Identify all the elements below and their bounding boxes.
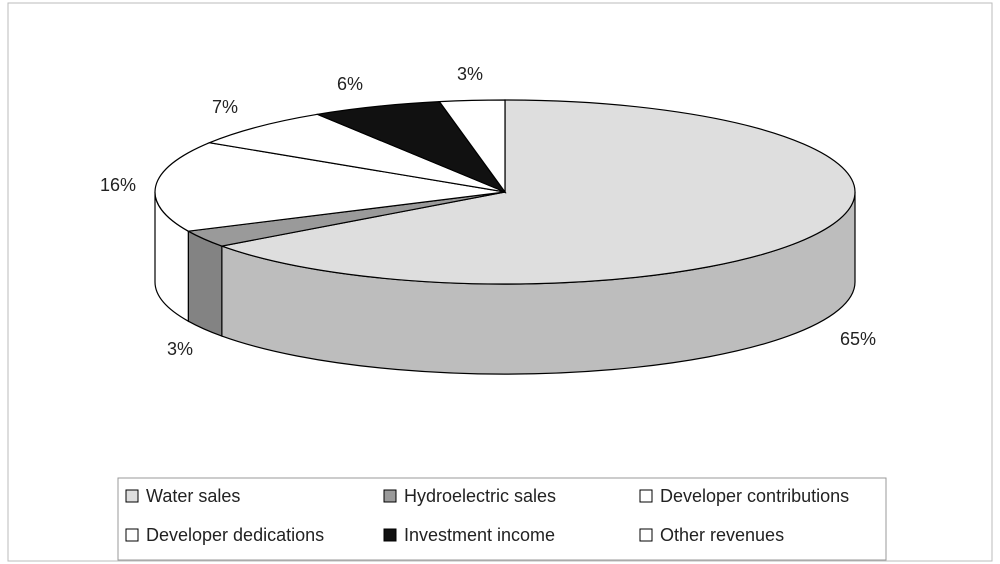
slice (154, 142, 506, 232)
legend-label: Hydroelectric sales (404, 486, 556, 506)
legend-label: Investment income (404, 525, 555, 545)
pie-tops (154, 99, 856, 285)
legend-swatch (639, 489, 653, 503)
chart-frame (7, 2, 993, 562)
legend-box (117, 477, 887, 561)
legend-label: Developer contributions (660, 486, 849, 506)
slice (315, 101, 507, 194)
legend-swatch (383, 528, 397, 542)
data-label: 7% (212, 97, 238, 117)
legend: Water sales Hydroelectric sales Developer … (125, 486, 849, 545)
data-label: 3% (457, 64, 483, 84)
data-label: 6% (337, 74, 363, 94)
legend-swatch (383, 489, 397, 503)
slice-side (187, 230, 223, 337)
slice (207, 113, 506, 193)
legend-label: Water sales (146, 486, 240, 506)
legend-label: Other revenues (660, 525, 784, 545)
legend-label: Developer dedications (146, 525, 324, 545)
slice (219, 99, 856, 285)
data-labels: 65% 3% 16% 7% 6% 3% (100, 64, 876, 359)
data-label: 65% (840, 329, 876, 349)
data-label: 16% (100, 175, 136, 195)
data-label: 3% (167, 339, 193, 359)
legend-swatch (125, 489, 139, 503)
slice (438, 99, 506, 194)
legend-swatch (125, 528, 139, 542)
legend-swatch (639, 528, 653, 542)
